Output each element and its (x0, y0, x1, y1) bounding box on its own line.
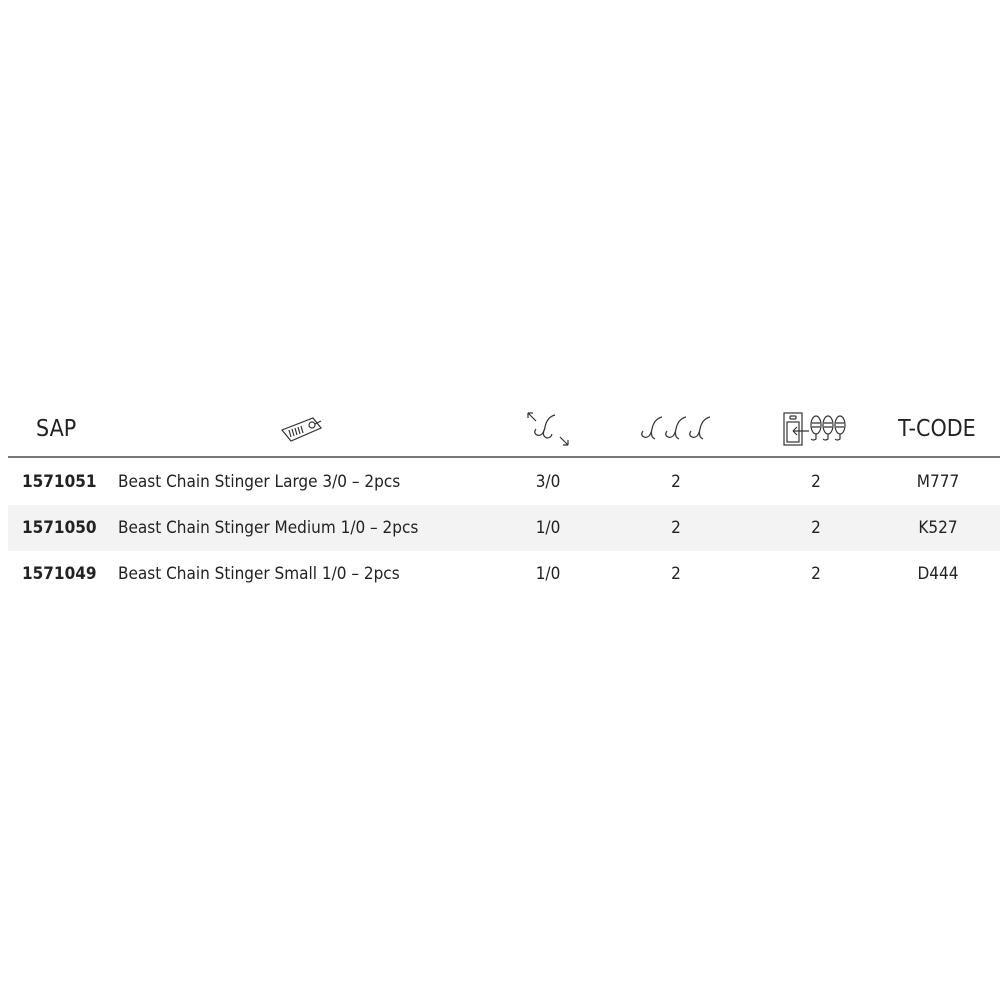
sap-code: 1571050 (22, 518, 97, 538)
t-code: D444 (917, 564, 959, 584)
header-sap: SAP (36, 416, 77, 442)
hooks-count: 2 (671, 472, 681, 492)
pack-count: 2 (811, 564, 821, 584)
pack-count: 2 (811, 518, 821, 538)
sap-code: 1571049 (22, 564, 97, 584)
hook-size: 3/0 (535, 472, 561, 492)
hook-size: 1/0 (535, 564, 561, 584)
t-code: M777 (916, 472, 960, 492)
price-tag-icon (278, 410, 326, 448)
hook-size: 1/0 (535, 518, 561, 538)
description: Beast Chain Stinger Small 1/0 – 2pcs (118, 564, 400, 584)
hooks-count: 2 (671, 518, 681, 538)
table-row: 1571051 Beast Chain Stinger Large 3/0 – … (8, 459, 1000, 505)
sap-code: 1571051 (22, 472, 97, 492)
package-quantity-icon (782, 410, 850, 448)
t-code: K527 (918, 518, 958, 538)
pack-count: 2 (811, 472, 821, 492)
hook-size-icon (524, 410, 572, 448)
header-divider (8, 456, 1000, 458)
description: Beast Chain Stinger Medium 1/0 – 2pcs (118, 518, 419, 538)
header-tcode: T-CODE (898, 416, 976, 442)
hooks-count: 2 (671, 564, 681, 584)
hooks-per-pack-icon (636, 410, 716, 448)
table-row: 1571049 Beast Chain Stinger Small 1/0 – … (8, 551, 1000, 597)
table-row: 1571050 Beast Chain Stinger Medium 1/0 –… (8, 505, 1000, 551)
description: Beast Chain Stinger Large 3/0 – 2pcs (118, 472, 401, 492)
